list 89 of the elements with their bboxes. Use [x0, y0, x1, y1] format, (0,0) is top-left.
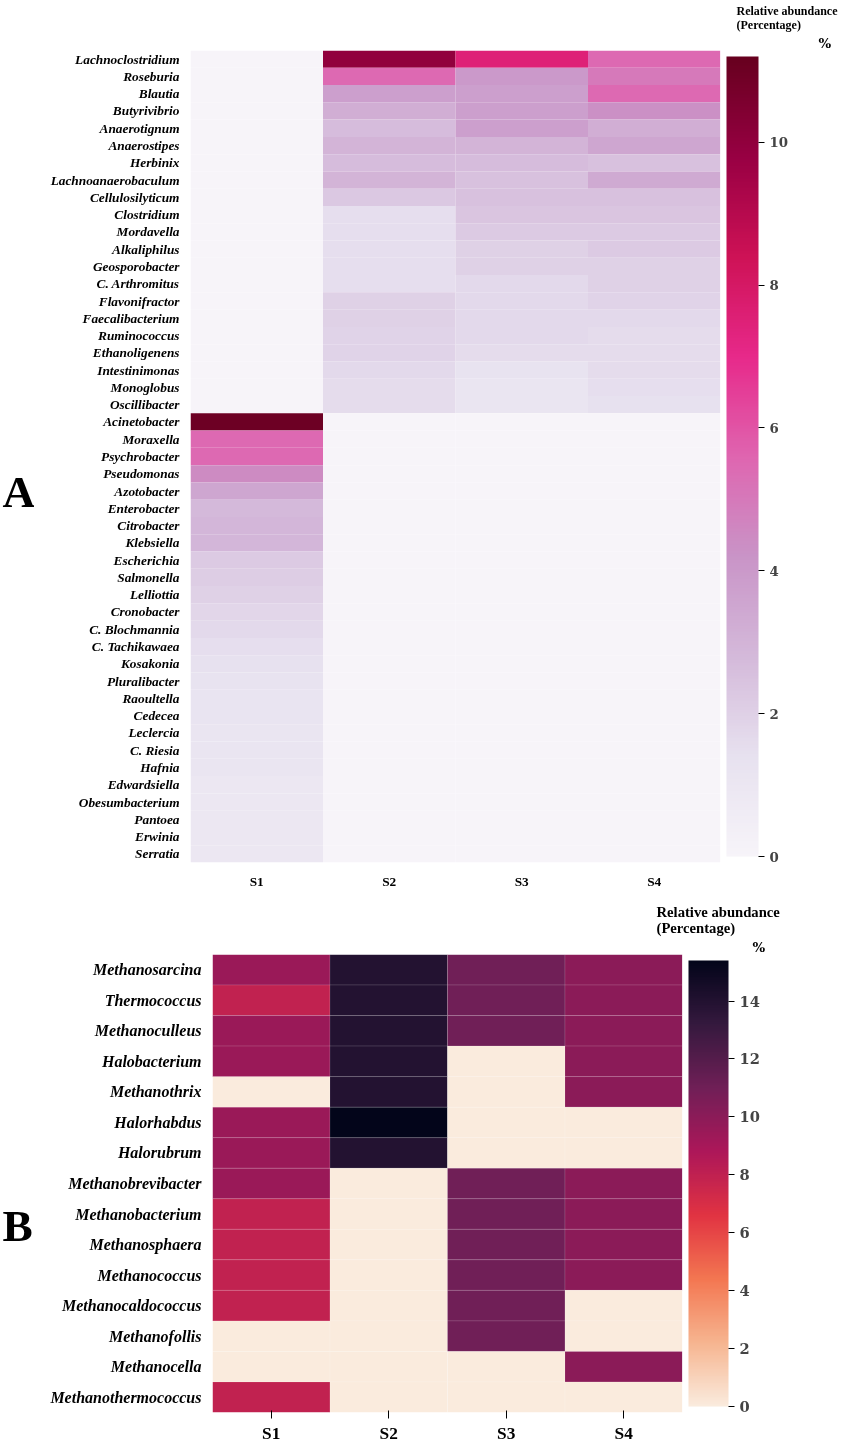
- y-tick-label: Cellulosilyticum: [89, 189, 180, 205]
- y-tick-label: Butyrivibrio: [111, 103, 180, 119]
- color-bar-label: 4: [769, 562, 779, 579]
- y-tick-label: Methanocella: [109, 1358, 202, 1376]
- y-tick-label: Geosporobacter: [92, 258, 181, 274]
- x-tick-label: S4: [614, 1423, 634, 1443]
- y-tick-label: Halobacterium: [100, 1052, 202, 1070]
- y-tick-label: Halorhabdus: [113, 1113, 202, 1131]
- y-tick-label: Methanocaldococcus: [60, 1297, 202, 1315]
- text: %: [818, 34, 832, 51]
- color-bar-title: Relative abundance (Percentage): [736, 3, 839, 32]
- y-tick-label: Methanosarcina: [92, 961, 202, 979]
- y-tick-label: Edwardsiella: [106, 777, 180, 793]
- y-tick-label: Ethanoligenens: [91, 345, 180, 361]
- x-tick-label: S1: [262, 1423, 281, 1443]
- y-tick-label: Intestinimonas: [96, 362, 180, 378]
- y-tick-label: Ruminococcus: [97, 328, 180, 344]
- y-tick-label: Klebsiella: [124, 535, 180, 551]
- y-tick-label: Roseburia: [122, 68, 180, 84]
- color-bar-label: 0: [739, 1398, 750, 1415]
- y-tick-label: Salmonella: [117, 569, 180, 585]
- color-bar-label: 10: [739, 1108, 760, 1126]
- x-tick-label: S3: [497, 1423, 516, 1443]
- y-tick-label: Moraxella: [121, 431, 180, 447]
- y-tick-label: Acinetobacter: [102, 414, 181, 430]
- x-tick-label: S2: [382, 873, 397, 889]
- y-tick-label: Leclercia: [127, 725, 180, 741]
- y-tick-label: Monoglobus: [109, 379, 180, 395]
- color-bar-label: 6: [769, 419, 779, 436]
- y-tick-label: Kosakonia: [119, 656, 180, 672]
- y-tick-label: Methanothrix: [108, 1083, 202, 1101]
- y-tick-label: Faecalibacterium: [81, 310, 180, 326]
- y-tick-label: Obesumbacterium: [78, 794, 180, 810]
- x-tick-label: S2: [379, 1423, 398, 1443]
- color-bar-label: 6: [739, 1224, 750, 1242]
- color-bar-title: Relative abundance (Percentage): [656, 903, 781, 937]
- y-tick-label: Clostridium: [114, 207, 180, 223]
- y-tick-label: Cronobacter: [110, 604, 181, 620]
- y-tick-label: Methanobrevibacter: [67, 1175, 203, 1192]
- y-tick-label: Raoultella: [121, 690, 180, 706]
- y-tick-label: Lachnoclostridium: [74, 51, 180, 67]
- y-tick-label: Anaerostipes: [107, 138, 180, 154]
- y-tick-label: Citrobacter: [117, 518, 181, 534]
- y-tick-label: Hafnia: [139, 759, 180, 775]
- y-tick-label: C. Blochmannia: [89, 621, 180, 637]
- y-tick-label: Cedecea: [133, 708, 180, 724]
- y-tick-label: Psychrobacter: [101, 449, 181, 464]
- color-bar-label: 2: [739, 1340, 750, 1358]
- y-tick-label: Methanoculleus: [93, 1022, 202, 1040]
- y-tick-label: Methanococcus: [96, 1266, 202, 1284]
- text: B: [2, 1200, 33, 1251]
- y-tick-label: Oscillibacter: [109, 397, 181, 413]
- y-tick-label: Mordavella: [115, 224, 180, 240]
- color-bar-label: 4: [739, 1282, 750, 1300]
- y-tick-label: Azotobacter: [113, 483, 181, 499]
- y-tick-label: Methanobacterium: [74, 1205, 202, 1223]
- y-tick-label: Herbinix: [128, 155, 180, 171]
- x-tick-label: S3: [514, 873, 530, 889]
- y-tick-label: Escherichia: [112, 552, 180, 568]
- y-tick-label: Blautia: [137, 86, 180, 102]
- color-bar-label: 8: [739, 1166, 750, 1184]
- x-tick-label: S4: [647, 873, 662, 889]
- color-bar-label: 12: [739, 1050, 760, 1068]
- y-tick-label: Flavonifractor: [97, 293, 181, 309]
- text: %: [752, 938, 766, 955]
- y-tick-label: Pluralibacter: [106, 673, 181, 689]
- y-tick-label: Lachnoanaerobaculum: [49, 172, 180, 188]
- color-bar-label: 2: [769, 705, 779, 722]
- color-bar-label: 14: [739, 992, 760, 1010]
- y-tick-label: Erwinia: [134, 829, 180, 845]
- y-tick-label: Methanosphaera: [88, 1236, 202, 1255]
- y-tick-label: Serratia: [135, 846, 180, 862]
- color-bar-label: 0: [769, 848, 779, 865]
- x-tick-label: S1: [249, 873, 264, 889]
- y-tick-label: Methanofollis: [108, 1327, 202, 1346]
- y-tick-label: Alkaliphilus: [111, 241, 180, 257]
- y-tick-label: Lelliottia: [128, 587, 180, 603]
- y-tick-label: Enterobacter: [106, 500, 181, 516]
- y-tick-label: Pantoea: [134, 811, 180, 827]
- y-tick-label: C. Arthromitus: [96, 276, 180, 292]
- y-tick-label: Methanothermococcus: [49, 1388, 202, 1406]
- y-tick-label: Halorubrum: [116, 1144, 202, 1162]
- y-tick-label: Pseudomonas: [103, 466, 180, 482]
- y-tick-label: Anaerotignum: [98, 120, 180, 136]
- color-bar-label: 10: [769, 134, 789, 151]
- color-bar-label: 8: [769, 277, 779, 294]
- y-tick-label: Thermococcus: [104, 991, 202, 1009]
- y-tick-label: C. Tachikawaea: [91, 639, 180, 655]
- y-tick-label: C. Riesia: [129, 742, 180, 758]
